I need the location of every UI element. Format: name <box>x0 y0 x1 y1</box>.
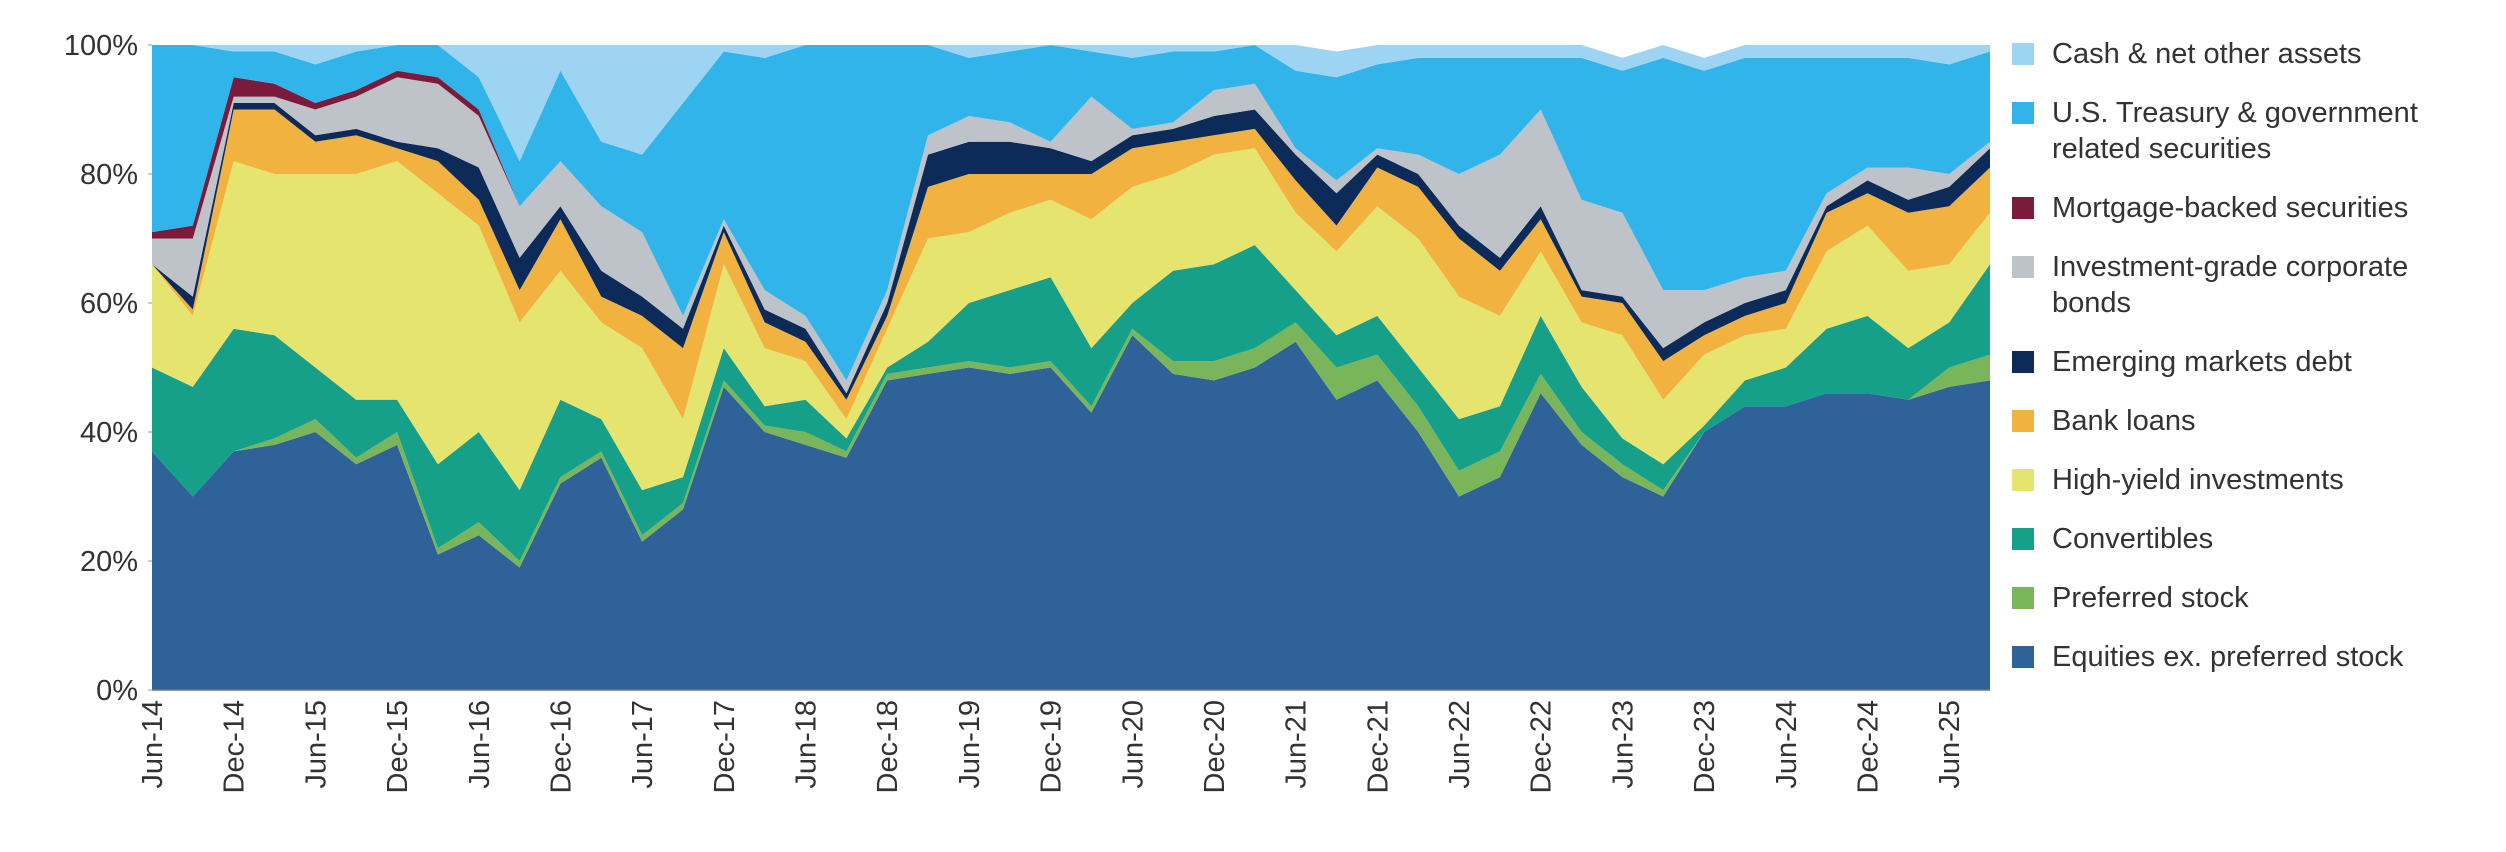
legend-label: High-yield investments <box>2052 464 2344 496</box>
legend-item: Mortgage-backed securities <box>2012 190 2442 226</box>
legend-label: Investment-grade corporate bonds <box>2052 251 2409 319</box>
x-tick-label: Dec-14 <box>219 700 251 794</box>
x-tick-label: Dec-18 <box>872 700 904 794</box>
area <box>152 45 1990 162</box>
x-tick-label: Jun-15 <box>300 700 332 789</box>
legend-swatch <box>2012 102 2034 124</box>
legend: Cash & net other assets U.S. Treasury & g… <box>2012 36 2442 698</box>
legend-swatch <box>2012 469 2034 491</box>
x-tick-label: Jun-23 <box>1607 700 1639 789</box>
area <box>152 70 1990 381</box>
x-tick-label: Dec-20 <box>1199 700 1231 794</box>
legend-label: Mortgage-backed securities <box>2052 192 2409 224</box>
legend-swatch <box>2012 351 2034 373</box>
legend-swatch <box>2012 256 2034 278</box>
x-tick-label: Jun-16 <box>464 700 496 789</box>
x-tick-label: Dec-16 <box>545 700 577 794</box>
legend-item: Investment-grade corporate bonds <box>2012 249 2442 321</box>
legend-label: Bank loans <box>2052 405 2196 437</box>
x-tick-label: Dec-22 <box>1526 700 1558 794</box>
x-tick-label: Jun-20 <box>1117 700 1149 789</box>
legend-label: Emerging markets debt <box>2052 346 2352 378</box>
y-tick-label: 0% <box>96 675 138 707</box>
y-tick-label: 100% <box>64 30 138 62</box>
legend-item: Preferred stock <box>2012 580 2442 616</box>
legend-swatch <box>2012 528 2034 550</box>
legend-item: Convertibles <box>2012 521 2442 557</box>
x-tick-label: Dec-19 <box>1036 700 1068 794</box>
y-tick-label: 80% <box>80 159 138 191</box>
x-tick-label: Jun-17 <box>627 700 659 789</box>
area <box>152 335 1990 690</box>
x-tick-label: Dec-24 <box>1852 700 1884 794</box>
area <box>152 45 1990 381</box>
legend-item: Bank loans <box>2012 403 2442 439</box>
legend-label: Equities ex. preferred stock <box>2052 641 2404 673</box>
area <box>152 109 1990 420</box>
legend-swatch <box>2012 410 2034 432</box>
x-tick-label: Dec-17 <box>709 700 741 794</box>
y-tick-label: 60% <box>80 288 138 320</box>
legend-swatch <box>2012 43 2034 65</box>
x-tick-label: Jun-25 <box>1934 700 1966 789</box>
legend-swatch <box>2012 587 2034 609</box>
x-tick-label: Jun-24 <box>1771 700 1803 789</box>
legend-label: Convertibles <box>2052 523 2214 555</box>
legend-swatch <box>2012 646 2034 668</box>
x-tick-label: Jun-21 <box>1281 700 1313 789</box>
legend-item: Cash & net other assets <box>2012 36 2442 72</box>
x-tick-label: Jun-22 <box>1444 700 1476 789</box>
legend-item: Equities ex. preferred stock <box>2012 639 2442 675</box>
legend-label: U.S. Treasury & government related secur… <box>2052 97 2418 165</box>
legend-label: Cash & net other assets <box>2052 38 2362 70</box>
area <box>152 103 1990 400</box>
y-tick-label: 40% <box>80 417 138 449</box>
legend-swatch <box>2012 197 2034 219</box>
y-tick-label: 20% <box>80 546 138 578</box>
legend-item: Emerging markets debt <box>2012 344 2442 380</box>
x-tick-label: Dec-15 <box>382 700 414 794</box>
legend-item: High-yield investments <box>2012 462 2442 498</box>
x-tick-label: Jun-14 <box>137 700 169 789</box>
x-tick-label: Jun-18 <box>791 700 823 789</box>
x-tick-label: Dec-23 <box>1689 700 1721 794</box>
area <box>152 148 1990 491</box>
legend-item: U.S. Treasury & government related secur… <box>2012 95 2442 167</box>
area <box>152 77 1990 394</box>
x-tick-label: Dec-21 <box>1362 700 1394 794</box>
legend-label: Preferred stock <box>2052 582 2249 614</box>
x-tick-label: Jun-19 <box>954 700 986 789</box>
